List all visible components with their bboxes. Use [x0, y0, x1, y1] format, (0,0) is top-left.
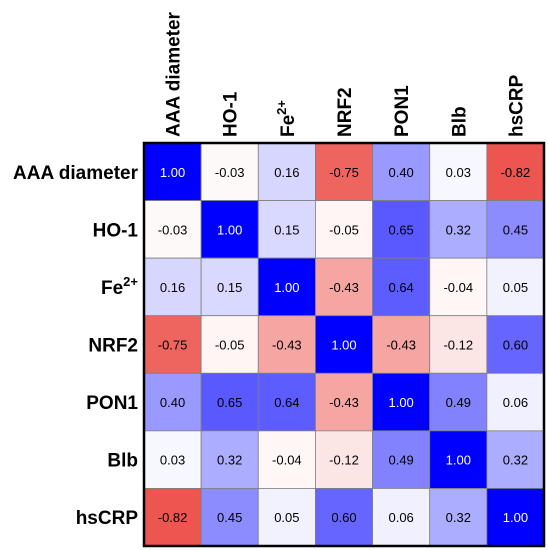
cell-value-label: 0.60	[331, 510, 356, 525]
heatmap-cell	[143, 142, 202, 201]
cell-value-label: 0.60	[503, 338, 528, 353]
heatmap-cell	[429, 315, 488, 374]
cell-value-label: 0.64	[388, 280, 413, 295]
column-label: Blb	[449, 106, 470, 137]
heatmap-cell	[315, 257, 373, 317]
heatmap-cell	[429, 488, 488, 547]
cell-value-label: -0.03	[158, 222, 188, 237]
heatmap-cell	[486, 257, 545, 317]
cell-value-label: -0.03	[215, 165, 245, 180]
cell-value-label: 0.49	[388, 453, 413, 468]
heatmap-cell	[486, 488, 545, 547]
heatmap-cell	[315, 142, 373, 201]
cell-value-label: -0.82	[501, 165, 531, 180]
heatmap-cell	[200, 257, 259, 317]
heatmap-cell	[257, 257, 316, 317]
heatmap-cell	[372, 488, 431, 547]
heatmap-cell	[143, 372, 202, 432]
heatmap-cell	[372, 200, 431, 259]
cell-value-label: 0.32	[217, 453, 242, 468]
cell-value-label: 0.16	[274, 165, 299, 180]
cell-value-label: -0.05	[215, 338, 245, 353]
cell-value-label: 0.40	[160, 395, 185, 410]
row-label: HO-1	[93, 220, 139, 241]
cell-value-label: -0.43	[329, 280, 359, 295]
heatmap-cell	[372, 257, 431, 317]
heatmap-cell	[257, 430, 316, 489]
cell-value-label: -0.43	[386, 338, 416, 353]
heatmap-cell	[486, 200, 545, 259]
cell-value-label: 0.45	[217, 510, 242, 525]
cell-value-label: 0.32	[446, 222, 471, 237]
cell-value-label: 0.16	[160, 280, 185, 295]
heatmap-cell	[486, 315, 545, 374]
row-label: NRF2	[88, 336, 138, 357]
row-label: Blb	[107, 451, 138, 472]
heatmap-cell	[200, 430, 259, 489]
cell-value-label: 0.65	[217, 395, 242, 410]
cell-value-label: 1.00	[503, 510, 528, 525]
heatmap-cell	[429, 257, 488, 317]
cell-value-label: 0.49	[446, 395, 471, 410]
heatmap-cell	[429, 142, 488, 201]
column-label: HO-1	[221, 91, 242, 137]
row-label: AAA diameter	[13, 163, 139, 184]
heatmap-cell	[143, 488, 202, 547]
cell-value-label: 0.32	[503, 453, 528, 468]
heatmap-cell	[372, 430, 431, 489]
heatmap-cell	[257, 488, 316, 547]
cell-value-label: 0.40	[388, 165, 413, 180]
cell-value-label: -0.12	[443, 338, 473, 353]
cell-value-label: 0.45	[503, 222, 528, 237]
cell-value-label: 0.65	[388, 222, 413, 237]
cell-value-label: -0.43	[272, 338, 302, 353]
heatmap-cell	[315, 430, 373, 489]
cell-value-label: -0.04	[443, 280, 473, 295]
cell-value-label: -0.05	[329, 222, 359, 237]
row-label: Fe2+	[101, 274, 138, 299]
cell-value-label: -0.12	[329, 453, 359, 468]
heatmap-cell	[200, 142, 259, 201]
cell-value-label: -0.75	[329, 165, 359, 180]
cell-value-label: 0.05	[274, 510, 299, 525]
cell-value-label: 1.00	[388, 395, 413, 410]
heatmap-cell	[486, 372, 545, 432]
cell-value-label: -0.75	[158, 338, 188, 353]
cell-value-label: 1.00	[160, 165, 185, 180]
cell-value-label: -0.82	[158, 510, 188, 525]
cell-value-label: 1.00	[274, 280, 299, 295]
cell-value-label: 1.00	[331, 338, 356, 353]
cell-value-label: 1.00	[217, 222, 242, 237]
heatmap-cell	[257, 372, 316, 432]
heatmap-cell	[257, 200, 316, 259]
cell-value-label: 0.32	[446, 510, 471, 525]
cell-value-label: 0.03	[446, 165, 471, 180]
cell-value-label: 0.06	[503, 395, 528, 410]
column-label: AAA diameter	[164, 11, 185, 137]
heatmap-cell	[143, 315, 202, 374]
heatmap-cell	[143, 430, 202, 489]
row-label: hsCRP	[76, 508, 139, 529]
cell-value-label: 0.06	[388, 510, 413, 525]
cell-value-label: 0.15	[217, 280, 242, 295]
cell-value-label: 0.03	[160, 453, 185, 468]
cell-value-label: -0.43	[329, 395, 359, 410]
row-label: PON1	[86, 393, 138, 414]
column-label: PON1	[392, 85, 413, 137]
heatmap-border	[142, 141, 546, 548]
heatmap-cell	[315, 315, 373, 374]
heatmap-cell	[200, 315, 259, 374]
column-label: Fe2+	[274, 100, 299, 137]
heatmap-cell	[486, 430, 545, 489]
cell-value-label: 0.05	[503, 280, 528, 295]
column-label: NRF2	[335, 87, 356, 137]
column-label: hsCRP	[506, 74, 527, 137]
cell-value-label: 0.64	[274, 395, 299, 410]
cell-value-label: -0.04	[272, 453, 302, 468]
cell-value-label: 1.00	[446, 453, 471, 468]
heatmap-cell	[315, 488, 373, 547]
cell-value-label: 0.15	[274, 222, 299, 237]
